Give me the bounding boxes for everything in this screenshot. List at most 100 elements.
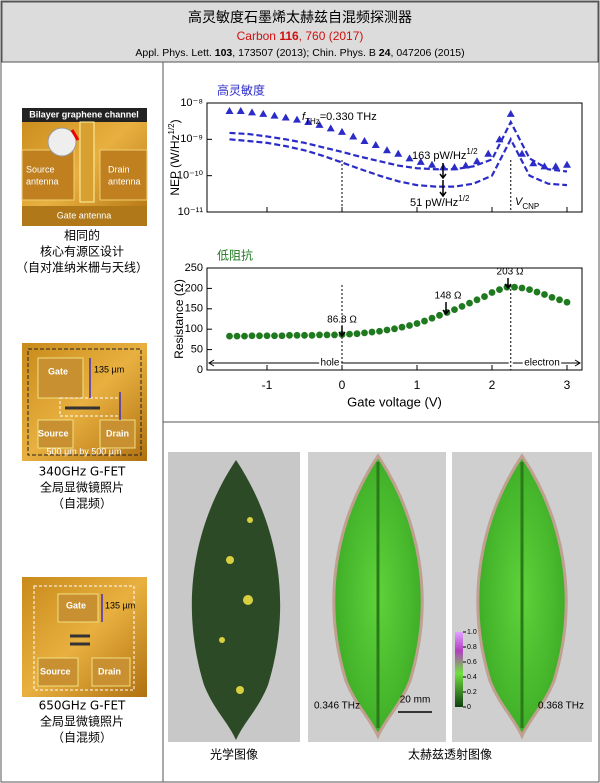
- label: antenna: [108, 176, 141, 186]
- colorbar-label: 0.6: [467, 659, 477, 666]
- t: Carbon: [237, 29, 280, 43]
- references: Appl. Phys. Lett. 103, 173507 (2013); Ch…: [135, 47, 464, 59]
- text-part: THz: [305, 117, 320, 126]
- marker: [360, 136, 369, 144]
- annotation: NEP (W/Hz1/2): [167, 119, 183, 195]
- marker: [281, 113, 290, 121]
- marker: [518, 284, 526, 292]
- marker: [548, 293, 556, 301]
- marker: [286, 331, 293, 339]
- citation: Carbon 116, 760 (2017): [237, 29, 364, 43]
- marker: [488, 289, 496, 296]
- text-part: 1/2: [458, 194, 470, 203]
- y-tick-label: 100: [185, 323, 203, 335]
- caption: （自对准纳米栅与天线）: [16, 260, 148, 275]
- marker: [391, 325, 398, 333]
- t: , 173507 (2013); Chin. Phys. B: [232, 47, 379, 59]
- marker: [316, 331, 323, 339]
- marker: [301, 331, 308, 339]
- caption: 650GHz G-FET: [39, 699, 126, 713]
- text-part: ): [168, 119, 182, 123]
- annotation: electron: [524, 358, 560, 369]
- label: Drain: [106, 428, 129, 438]
- marker: [394, 149, 403, 157]
- marker: [271, 332, 278, 340]
- device-image: [22, 577, 147, 697]
- y-tick-label: 150: [185, 303, 203, 315]
- arrow: [442, 302, 450, 316]
- label: 500 µm by 500 µm: [47, 446, 122, 456]
- marker: [353, 330, 361, 338]
- label: Drain: [108, 164, 130, 174]
- y-tick-label: 250: [185, 262, 203, 274]
- marker: [496, 286, 503, 294]
- t: 116: [279, 29, 299, 43]
- marker: [338, 127, 346, 135]
- plot-frame: [206, 267, 583, 371]
- marker: [248, 108, 256, 116]
- marker: [263, 332, 271, 340]
- text-part: 1/2: [167, 123, 176, 135]
- marker: [315, 120, 324, 128]
- marker: [308, 331, 316, 339]
- marker: [563, 298, 571, 306]
- marker: [226, 332, 233, 340]
- marker: [436, 311, 443, 319]
- arrow: [439, 163, 447, 180]
- y-tick-label: 0: [197, 364, 203, 376]
- marker: [416, 157, 425, 165]
- label: Drain: [98, 666, 121, 676]
- device-image: [22, 343, 147, 461]
- annotation: 51 pW/Hz1/2: [410, 194, 470, 209]
- device-image: [21, 108, 148, 226]
- marker: [331, 331, 338, 339]
- marker: [484, 149, 493, 157]
- arrow: [504, 278, 512, 290]
- x-tick-label: 1: [414, 378, 421, 392]
- chart-title: 高灵敏度: [217, 83, 265, 98]
- colorbar-label: 1.0: [467, 629, 477, 636]
- marker: [371, 140, 380, 148]
- y-tick-label: 50: [191, 344, 203, 356]
- caption: （自混频）: [52, 497, 112, 511]
- y-tick-label: 10⁻¹⁰: [177, 170, 204, 182]
- caption: 340GHz G-FET: [39, 465, 126, 479]
- plot-frame: [206, 102, 583, 213]
- marker: [529, 159, 538, 167]
- annotation: 86.8 Ω: [327, 315, 357, 326]
- series-line: [229, 119, 568, 173]
- t: , 760 (2017): [299, 29, 364, 43]
- t: Appl. Phys. Lett.: [135, 47, 214, 59]
- colorbar-label: 0.2: [467, 689, 477, 696]
- caption: 全局显微镜照片: [40, 480, 124, 495]
- y-axis-title: Resistance (Ω): [172, 279, 186, 359]
- arrow: [338, 326, 346, 338]
- t: 103: [215, 47, 233, 59]
- title: 高灵敏度石墨烯太赫兹自混频探测器: [188, 9, 412, 26]
- annotation: VCNP: [515, 196, 539, 211]
- marker: [413, 320, 421, 327]
- marker: [458, 302, 466, 310]
- text-part: 163 pW/Hz: [412, 150, 466, 162]
- marker: [398, 323, 406, 331]
- caption: （自混频）: [52, 731, 112, 745]
- text-part: =0.330 THz: [320, 111, 377, 123]
- label: Gate antenna: [57, 210, 112, 220]
- marker: [428, 314, 436, 322]
- text-part: f: [302, 111, 306, 123]
- marker: [304, 117, 313, 125]
- marker: [511, 283, 518, 291]
- marker: [551, 162, 560, 170]
- marker: [541, 291, 548, 298]
- marker: [270, 111, 279, 119]
- annotation: 163 pW/Hz1/2: [412, 147, 478, 162]
- header-band: [1, 1, 599, 63]
- marker: [421, 317, 428, 325]
- marker: [473, 157, 481, 165]
- colorbar-label: 0.8: [467, 644, 477, 651]
- marker: [473, 296, 481, 304]
- annotation: fTHz=0.330 THz: [302, 111, 377, 126]
- annotation: 148 Ω: [435, 291, 462, 302]
- marker: [506, 109, 515, 117]
- label: Gate: [48, 366, 68, 376]
